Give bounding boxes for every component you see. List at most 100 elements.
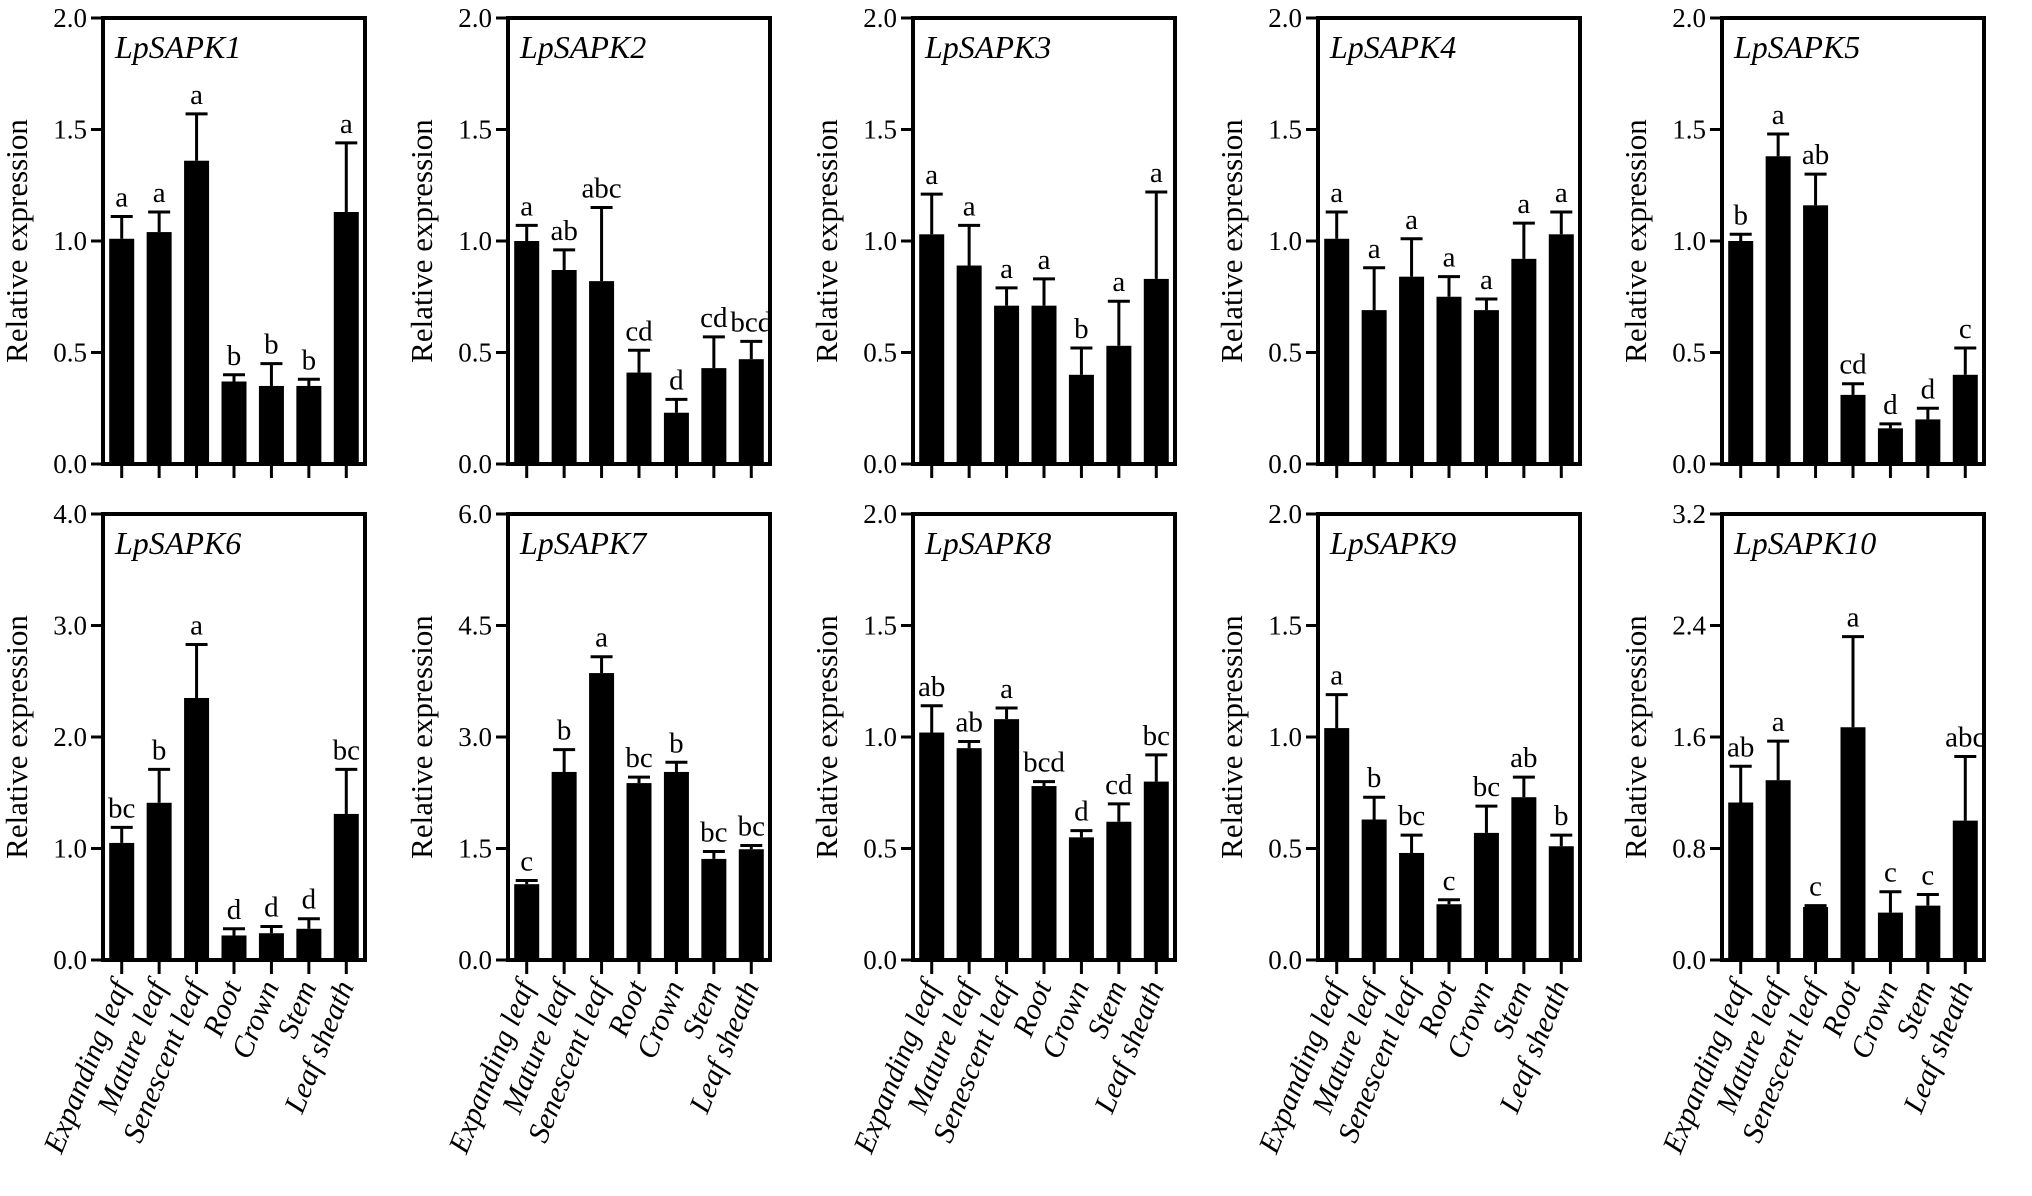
bar	[1361, 819, 1387, 960]
bar	[994, 305, 1020, 464]
y-tick-label: 6.0	[458, 499, 492, 529]
y-tick-label: 2.0	[1268, 3, 1302, 33]
significance-letter: a	[1000, 673, 1013, 705]
bar	[1473, 310, 1499, 464]
bar	[1324, 728, 1350, 960]
bar	[1511, 797, 1537, 960]
bar	[296, 928, 322, 960]
panel-lpsapk9: 0.0 0.5 1.0 1.5 2.0 Relative expression LpSAPK…	[1214, 499, 1582, 1159]
significance-letter: cd	[1839, 349, 1867, 381]
bar	[1877, 912, 1903, 960]
significance-letter: a	[1480, 264, 1493, 296]
significance-letter: bc	[1143, 720, 1170, 752]
gene-title: LpSAPK9	[1329, 525, 1456, 561]
significance-letter: a	[595, 622, 608, 654]
significance-letter: b	[1554, 800, 1569, 832]
bar	[589, 281, 615, 464]
significance-letter: ab	[1510, 742, 1537, 774]
bar	[1143, 781, 1169, 960]
bar	[296, 385, 322, 464]
bar	[956, 265, 982, 464]
y-tick-label: 0.5	[863, 338, 897, 368]
significance-letter: c	[1921, 859, 1934, 891]
bar	[738, 849, 764, 960]
y-tick-label: 1.0	[1672, 226, 1706, 256]
significance-letter: a	[1772, 99, 1785, 131]
bar	[1473, 832, 1499, 960]
significance-letter: c	[520, 845, 533, 877]
significance-letter: c	[1443, 865, 1456, 897]
bar	[109, 238, 135, 464]
gene-title: LpSAPK1	[114, 29, 241, 65]
bar	[514, 884, 540, 960]
bar	[626, 372, 652, 464]
bar	[184, 697, 210, 960]
bar	[994, 719, 1020, 960]
significance-letter: ab	[550, 215, 577, 247]
significance-letter: c	[1809, 871, 1822, 903]
significance-letter: a	[190, 609, 203, 641]
bar	[1143, 278, 1169, 464]
bar	[514, 241, 540, 464]
bar	[1436, 296, 1462, 464]
y-axis-title: Relative expression	[1618, 119, 1653, 363]
significance-letter: a	[153, 177, 166, 209]
significance-letter: cd	[1105, 769, 1133, 801]
significance-letter: a	[1405, 204, 1418, 236]
bar	[1765, 156, 1791, 464]
significance-letter: d	[1921, 373, 1936, 405]
significance-letter: bc	[625, 742, 652, 774]
bar	[956, 748, 982, 960]
significance-letter: abc	[1945, 722, 1985, 754]
y-tick-label: 1.5	[1268, 611, 1302, 641]
bar	[333, 212, 359, 464]
y-tick-label: 1.5	[458, 834, 492, 864]
significance-letter: a	[1443, 242, 1456, 274]
y-tick-label: 0.5	[53, 338, 87, 368]
significance-letter: b	[1733, 199, 1748, 231]
bar	[738, 359, 764, 464]
significance-letter: a	[1772, 706, 1785, 738]
bar	[109, 842, 135, 960]
y-tick-label: 0.0	[863, 449, 897, 479]
significance-letter: bcd	[1023, 747, 1065, 779]
y-tick-label: 3.0	[458, 722, 492, 752]
significance-letter: c	[1959, 313, 1972, 345]
significance-letter: b	[152, 734, 167, 766]
bar	[1361, 310, 1387, 464]
y-tick-label: 0.5	[1268, 834, 1302, 864]
bar	[1803, 907, 1829, 960]
y-axis-title: Relative expression	[404, 615, 439, 859]
significance-letter: a	[190, 79, 203, 111]
bar	[701, 858, 727, 960]
gene-title: LpSAPK5	[1733, 29, 1860, 65]
y-axis-title: Relative expression	[0, 119, 34, 363]
y-tick-label: 1.5	[863, 611, 897, 641]
y-tick-label: 0.0	[1268, 449, 1302, 479]
significance-letter: a	[1000, 253, 1013, 285]
y-tick-label: 1.0	[53, 226, 87, 256]
bar	[663, 771, 689, 960]
panel-lpsapk5: 0.0 0.5 1.0 1.5 2.0 Relative expression LpSAPK…	[1618, 3, 1986, 479]
panel-lpsapk8: 0.0 0.5 1.0 1.5 2.0 Relative expression LpSAPK…	[809, 499, 1177, 1159]
bar	[1548, 234, 1574, 464]
y-tick-label: 2.4	[1672, 611, 1706, 641]
significance-letter: d	[227, 894, 242, 926]
bar	[1031, 786, 1057, 960]
bar	[333, 813, 359, 960]
bar	[221, 935, 247, 960]
bar	[1399, 852, 1425, 960]
bar	[701, 368, 727, 464]
panel-lpsapk3: 0.0 0.5 1.0 1.5 2.0 Relative expression LpSAPK…	[809, 3, 1177, 479]
significance-letter: d	[1883, 389, 1898, 421]
y-tick-label: 2.0	[458, 3, 492, 33]
significance-letter: b	[557, 715, 572, 747]
bar	[1803, 205, 1829, 464]
significance-letter: b	[264, 329, 279, 361]
y-axis-title: Relative expression	[404, 119, 439, 363]
significance-letter: a	[1112, 266, 1125, 298]
bar	[1952, 820, 1978, 960]
y-tick-label: 1.5	[53, 115, 87, 145]
y-tick-label: 0.0	[1672, 449, 1706, 479]
significance-letter: a	[1517, 188, 1530, 220]
